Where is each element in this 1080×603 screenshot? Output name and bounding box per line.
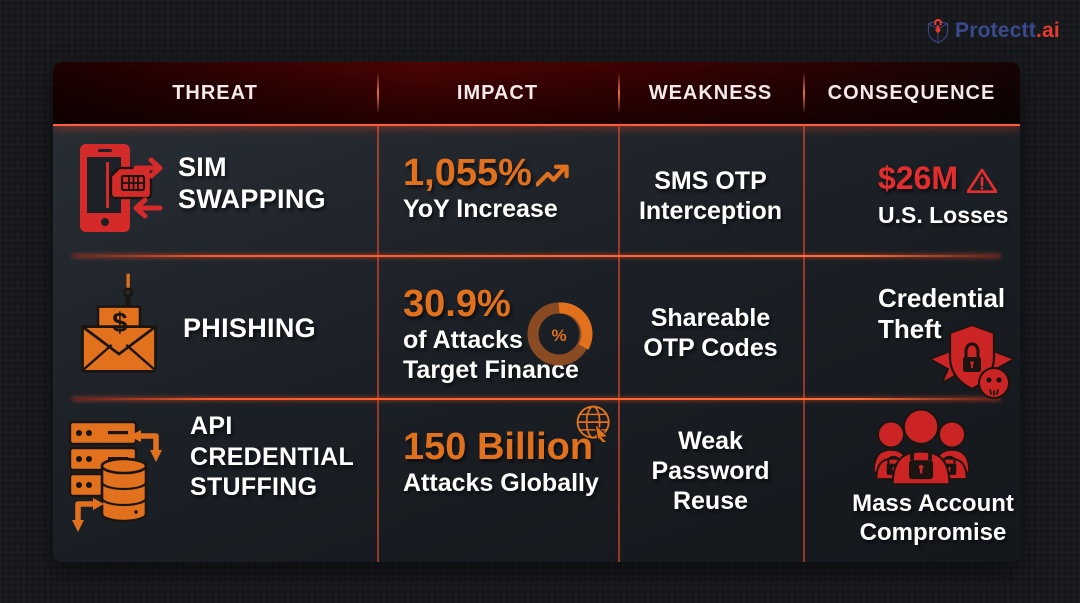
svg-text:$: $: [112, 307, 127, 338]
svg-text:%: %: [551, 326, 566, 345]
